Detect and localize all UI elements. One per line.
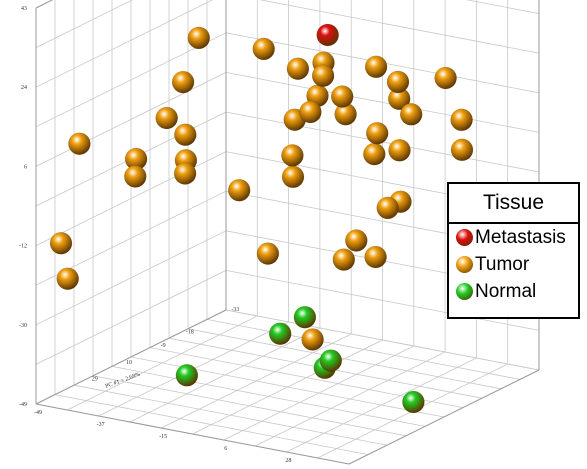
point-tumor xyxy=(332,248,356,271)
point-tumor xyxy=(281,144,304,167)
y-tick-label: -9 xyxy=(161,343,166,349)
point-tumor xyxy=(301,328,324,351)
point-tumor xyxy=(227,178,251,202)
y-tick-label: -33 xyxy=(231,307,239,313)
point-tumor xyxy=(399,103,423,126)
point-tumor xyxy=(376,196,399,220)
legend-item-normal: Normal xyxy=(449,278,578,305)
y-axis-label: PC #1 = 2.68% xyxy=(105,372,142,390)
legend-marker-metastasis xyxy=(456,229,473,246)
point-tumor xyxy=(386,70,410,94)
z-tick-label: -30 xyxy=(19,323,27,329)
point-metastasis xyxy=(316,23,339,47)
point-tumor xyxy=(68,132,91,155)
legend-marker-tumor xyxy=(456,256,473,273)
x-tick-label: -49 xyxy=(34,410,42,416)
point-tumor xyxy=(171,70,195,94)
x-tick-label: 28 xyxy=(285,458,291,464)
point-normal xyxy=(175,364,199,387)
z-tick-label: 24 xyxy=(21,85,27,91)
z-tick-label: 43 xyxy=(21,6,27,12)
point-normal xyxy=(268,322,292,345)
point-tumor xyxy=(174,123,197,146)
grid-lines xyxy=(35,0,540,465)
legend-item-tumor: Tumor xyxy=(449,251,578,278)
z-tick-label: 6 xyxy=(24,164,27,170)
point-tumor xyxy=(364,245,387,269)
point-normal xyxy=(402,390,425,414)
legend: Tissue Metastasis Tumor Normal xyxy=(447,182,580,319)
y-tick-label: 10 xyxy=(126,360,132,366)
legend-label-metastasis: Metastasis xyxy=(475,227,566,248)
point-tumor xyxy=(388,139,411,162)
point-tumor xyxy=(311,64,335,87)
point-tumor xyxy=(363,142,386,166)
point-tumor xyxy=(450,108,473,132)
point-tumor xyxy=(330,85,354,108)
point-tumor xyxy=(281,165,305,189)
point-tumor xyxy=(49,231,73,255)
legend-title: Tissue xyxy=(449,184,578,224)
z-tick-label: -12 xyxy=(19,244,27,250)
x-tick-label: -15 xyxy=(159,434,167,440)
legend-label-normal: Normal xyxy=(475,281,537,302)
point-tumor xyxy=(364,55,388,79)
point-tumor xyxy=(256,242,280,265)
point-normal xyxy=(319,349,343,372)
data-points xyxy=(49,23,474,414)
z-tick-label: -49 xyxy=(19,402,27,408)
point-tumor xyxy=(434,66,457,90)
point-tumor xyxy=(345,229,368,252)
point-tumor xyxy=(286,57,310,80)
y-tick-label: 29 xyxy=(92,377,98,383)
point-tumor xyxy=(299,100,322,124)
legend-label-tumor: Tumor xyxy=(475,254,530,275)
point-normal xyxy=(293,305,317,329)
legend-item-metastasis: Metastasis xyxy=(449,224,578,251)
point-tumor xyxy=(173,162,197,185)
y-tick-label: -18 xyxy=(186,330,194,336)
point-tumor xyxy=(124,165,147,188)
point-tumor xyxy=(252,37,275,61)
point-tumor xyxy=(450,138,474,162)
legend-marker-normal xyxy=(456,283,473,300)
point-tumor xyxy=(155,106,178,130)
point-tumor xyxy=(187,26,211,50)
point-tumor xyxy=(365,121,389,145)
x-tick-label: 6 xyxy=(224,446,227,452)
point-tumor xyxy=(56,267,79,290)
x-tick-label: -37 xyxy=(97,422,105,428)
